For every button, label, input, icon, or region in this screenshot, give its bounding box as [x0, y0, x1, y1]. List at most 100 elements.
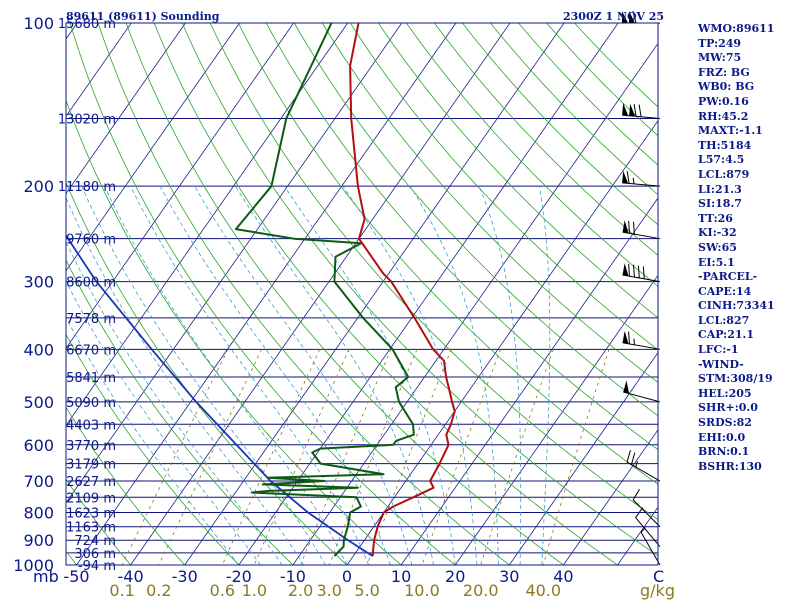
wind-barb-half	[635, 460, 638, 468]
wind-barb-flag	[623, 380, 630, 394]
mixing-ratio-line	[300, 349, 392, 565]
wind-barb-full	[633, 221, 635, 235]
height-level-label: 1163 m	[66, 521, 116, 536]
index-item: STM:308/19	[698, 372, 773, 386]
mixing-ratio-line	[328, 349, 418, 565]
wind-barb-full	[642, 266, 645, 279]
wind-barb	[622, 220, 661, 240]
dry-adiabat-line	[434, 23, 658, 256]
mixing-ratio-line	[158, 349, 263, 565]
wind-barb-flag	[622, 11, 628, 23]
index-item: LI:21.3	[698, 182, 742, 196]
moist-adiabat-line	[284, 185, 456, 565]
index-item: EI:5.1	[698, 255, 735, 269]
index-item: SI:18.7	[698, 197, 742, 211]
mixing-ratio-line	[480, 349, 554, 565]
mixing-ratio-unit: g/kg	[640, 581, 675, 600]
wind-barb-flag	[622, 263, 629, 277]
mixing-ratio-line	[421, 349, 501, 565]
dry-adiabat-line	[378, 23, 658, 319]
height-level-label: 11180 m	[58, 180, 116, 195]
indices-panel: WMO:89611 TP:249 MW:75 FRZ: BG WB0: BG PW:0.1…	[698, 22, 798, 474]
pressure-tick-label: 900	[23, 531, 54, 550]
wind-barb	[622, 170, 661, 187]
pressure-tick-label: 700	[23, 472, 54, 491]
index-item: BRN:0.1	[698, 445, 750, 459]
wind-barb-full	[633, 264, 635, 278]
wind-barb-full	[628, 220, 630, 234]
height-level-label: 2627 m	[66, 475, 116, 490]
wind-barb	[622, 330, 661, 350]
isotherm-line	[184, 23, 565, 565]
height-level-label: 4403 m	[66, 418, 116, 433]
temperature-tick-label: -10	[280, 567, 306, 586]
mixing-ratio-tick-label: 20.0	[463, 581, 499, 600]
wind-barb-full	[633, 104, 637, 117]
wind-barb-staff	[622, 182, 661, 187]
wind-barb-full	[628, 331, 630, 344]
mixing-ratio-tick-label: 40.0	[525, 581, 561, 600]
height-level-label: -94 m	[78, 559, 116, 574]
wind-barb-flag	[629, 103, 636, 117]
moist-adiabat-line	[342, 185, 478, 565]
temperature-tick-label: -20	[226, 567, 252, 586]
dry-adiabat-line	[153, 23, 618, 565]
valid-time: 2300Z 1 NOV 25	[563, 10, 664, 23]
wind-barb-half	[640, 527, 646, 533]
isotherm-line	[292, 42, 658, 565]
index-item: TT:26	[698, 211, 733, 225]
dry-adiabat-line	[125, 23, 564, 565]
index-item: HEL:205	[698, 386, 752, 400]
wind-barb-full	[632, 10, 637, 24]
index-item: -WIND-	[698, 357, 744, 371]
wind-barb-full	[638, 104, 642, 117]
dry-adiabat-line	[66, 98, 402, 565]
pressure-tick-label: 400	[23, 340, 54, 359]
wind-barb	[622, 263, 661, 283]
temperature-tick-label: 40	[553, 567, 573, 586]
moist-adiabat-line	[409, 185, 499, 565]
mixing-ratio-tick-label: 5.0	[354, 581, 379, 600]
index-item: MW:75	[698, 51, 742, 65]
wind-barb-staff	[622, 342, 661, 350]
height-level-label: 13020 m	[58, 112, 116, 127]
mixing-ratio-tick-label: 2.0	[288, 581, 313, 600]
dry-adiabat-line	[69, 23, 456, 565]
temperature-tick-label: 0	[342, 567, 352, 586]
isotherm-line	[508, 351, 658, 565]
isotherm-line	[66, 23, 240, 272]
index-item: CINH:73341	[698, 299, 775, 313]
height-level-label: 8600 m	[66, 276, 116, 291]
wind-barb-staff	[632, 499, 661, 528]
isotherm-line	[76, 23, 457, 565]
pressure-tick-label: 500	[23, 393, 54, 412]
height-level-label: 3179 m	[66, 458, 116, 473]
index-item: EHI:0.0	[698, 430, 746, 444]
moist-adiabat-line	[235, 185, 434, 565]
mixing-ratio-tick-label: 0.1	[109, 581, 134, 600]
moist-adiabat-line	[66, 196, 305, 565]
index-item: CAP:21.1	[698, 328, 755, 342]
moist-adiabat-line	[478, 186, 522, 565]
isotherm-line	[66, 23, 349, 427]
wind-barb-flag	[622, 103, 629, 116]
mixing-ratio-tick-label: 3.0	[317, 581, 342, 600]
wind-barb	[622, 103, 661, 119]
index-item: RH:45.2	[698, 109, 749, 123]
moist-adiabat-line	[104, 186, 348, 565]
moist-adiabat-line	[66, 317, 240, 565]
height-level-label: 2109 m	[66, 491, 116, 506]
temperature-tick-label: -50	[63, 567, 89, 586]
temperature-trace	[349, 23, 456, 557]
pressure-tick-label: 200	[23, 177, 54, 196]
isotherm-line	[130, 23, 511, 565]
isotherm-line	[66, 23, 294, 349]
wind-barb-half	[632, 177, 635, 184]
isotherm-line	[454, 274, 658, 565]
mixing-ratio-tick-label: 0.2	[146, 581, 171, 600]
dry-adiabat-line	[237, 23, 658, 485]
pressure-tick-label: 100	[23, 14, 54, 33]
height-level-label: 724 m	[74, 534, 116, 549]
index-item: TP:249	[698, 36, 742, 50]
